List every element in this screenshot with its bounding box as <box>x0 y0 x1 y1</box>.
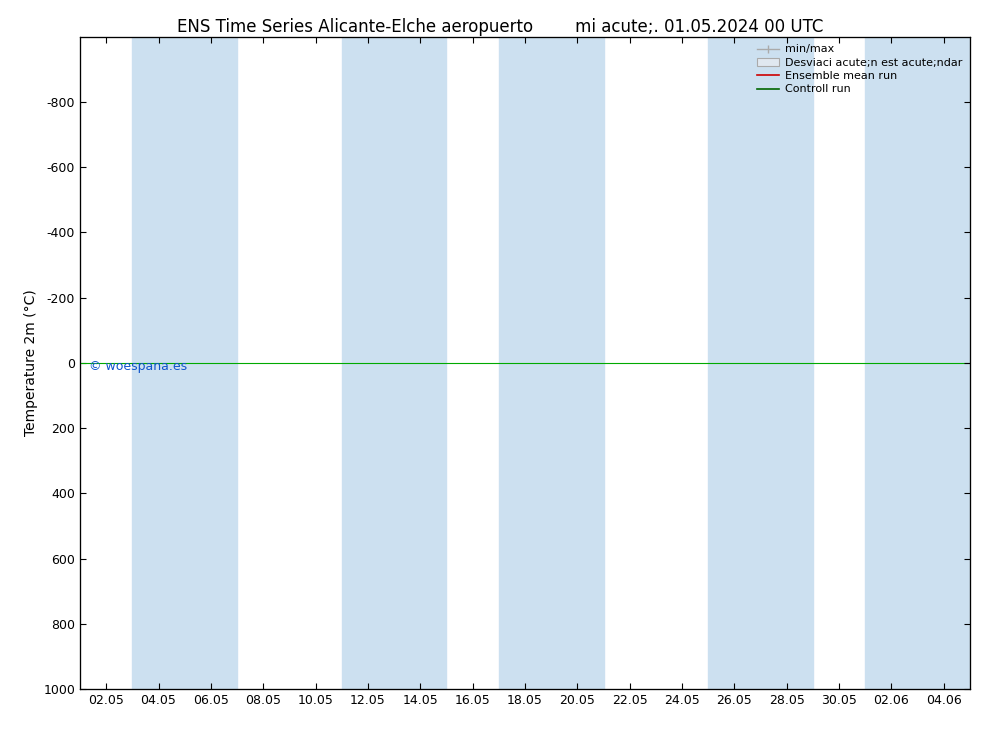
Text: © woespana.es: © woespana.es <box>89 360 187 372</box>
Text: ENS Time Series Alicante-Elche aeropuerto        mi acute;. 01.05.2024 00 UTC: ENS Time Series Alicante-Elche aeropuert… <box>177 18 823 37</box>
Y-axis label: Temperature 2m (°C): Temperature 2m (°C) <box>24 290 38 436</box>
Bar <box>708 37 813 689</box>
Legend: min/max, Desviaci acute;n est acute;ndar, Ensemble mean run, Controll run: min/max, Desviaci acute;n est acute;ndar… <box>753 40 967 99</box>
Bar <box>865 37 970 689</box>
Bar <box>499 37 604 689</box>
Bar <box>342 37 446 689</box>
Bar <box>132 37 237 689</box>
